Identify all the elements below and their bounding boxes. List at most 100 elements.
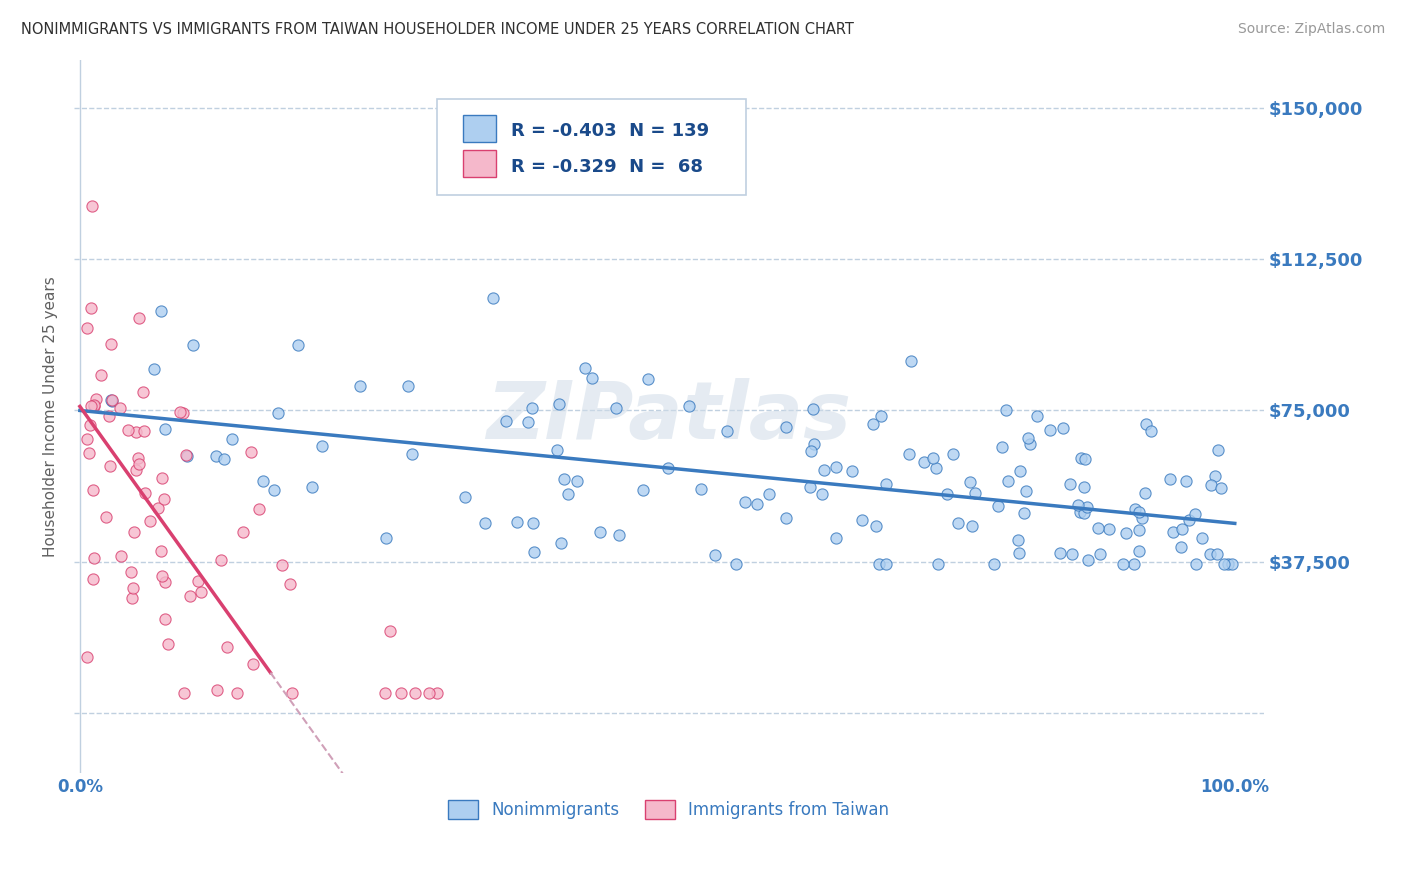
Point [190,585,212,599]
Point [100,337,122,351]
Point [1076,500,1098,514]
Point [522,516,544,530]
Point [734,495,756,509]
Point [121,591,143,605]
Point [76,432,98,446]
Point [548,397,571,411]
Point [157,637,180,651]
Point [813,463,835,477]
Point [418,686,440,700]
Point [1220,557,1243,571]
Point [134,486,156,500]
Point [1135,417,1157,431]
Point [704,548,727,562]
FancyBboxPatch shape [463,150,496,178]
Point [401,447,423,461]
Point [775,511,797,525]
Point [155,612,177,626]
Point [1017,431,1039,445]
Point [100,392,122,407]
Point [841,465,863,479]
Point [149,543,172,558]
Point [90,368,112,383]
Point [280,686,302,700]
Point [851,513,873,527]
Point [1204,469,1226,483]
Point [1128,544,1150,558]
Point [523,545,546,559]
Point [474,516,496,531]
Point [1073,507,1095,521]
Point [138,514,160,528]
Point [959,475,981,490]
Point [1069,505,1091,519]
Point [605,401,627,415]
Point [912,454,935,468]
Point [249,502,271,516]
Point [1039,423,1062,437]
Point [242,657,264,671]
Point [803,437,825,451]
Point [495,414,517,428]
Point [225,686,247,700]
Point [922,450,945,465]
Point [936,487,959,501]
Point [1007,533,1029,547]
Point [1209,481,1232,495]
Point [96,509,118,524]
Point [83,551,105,566]
Point [1201,478,1223,492]
FancyBboxPatch shape [463,114,496,142]
Point [1067,498,1090,512]
Point [609,527,631,541]
Point [1025,409,1047,423]
Point [825,459,848,474]
Point [963,486,986,500]
Point [482,291,505,305]
Point [110,549,132,563]
Point [287,338,309,352]
Point [101,394,124,409]
Point [1010,464,1032,478]
Point [775,420,797,434]
Point [557,487,579,501]
Point [581,370,603,384]
Point [301,480,323,494]
Point [799,480,821,494]
Point [176,448,198,462]
Point [373,686,395,700]
Point [927,557,949,571]
Point [991,440,1014,454]
Point [716,424,738,438]
Point [146,501,169,516]
Point [232,525,254,540]
Point [1216,557,1239,571]
Point [209,553,232,567]
Point [1133,485,1156,500]
Point [1159,472,1181,486]
Point [128,457,150,471]
Point [689,483,711,497]
Point [987,499,1010,513]
FancyBboxPatch shape [437,99,747,195]
Point [1049,546,1071,560]
Point [1140,424,1163,438]
Point [865,519,887,533]
Point [122,582,145,596]
Point [142,362,165,376]
Point [870,409,893,423]
Point [942,447,965,461]
Point [898,446,921,460]
Point [80,399,103,413]
Point [252,474,274,488]
Point [389,686,412,700]
Point [925,461,948,475]
Point [1012,506,1035,520]
Point [1098,522,1121,536]
Point [553,472,575,486]
Point [1206,547,1229,561]
Point [1073,452,1095,467]
Point [153,422,176,436]
Point [1115,525,1137,540]
Point [79,417,101,432]
